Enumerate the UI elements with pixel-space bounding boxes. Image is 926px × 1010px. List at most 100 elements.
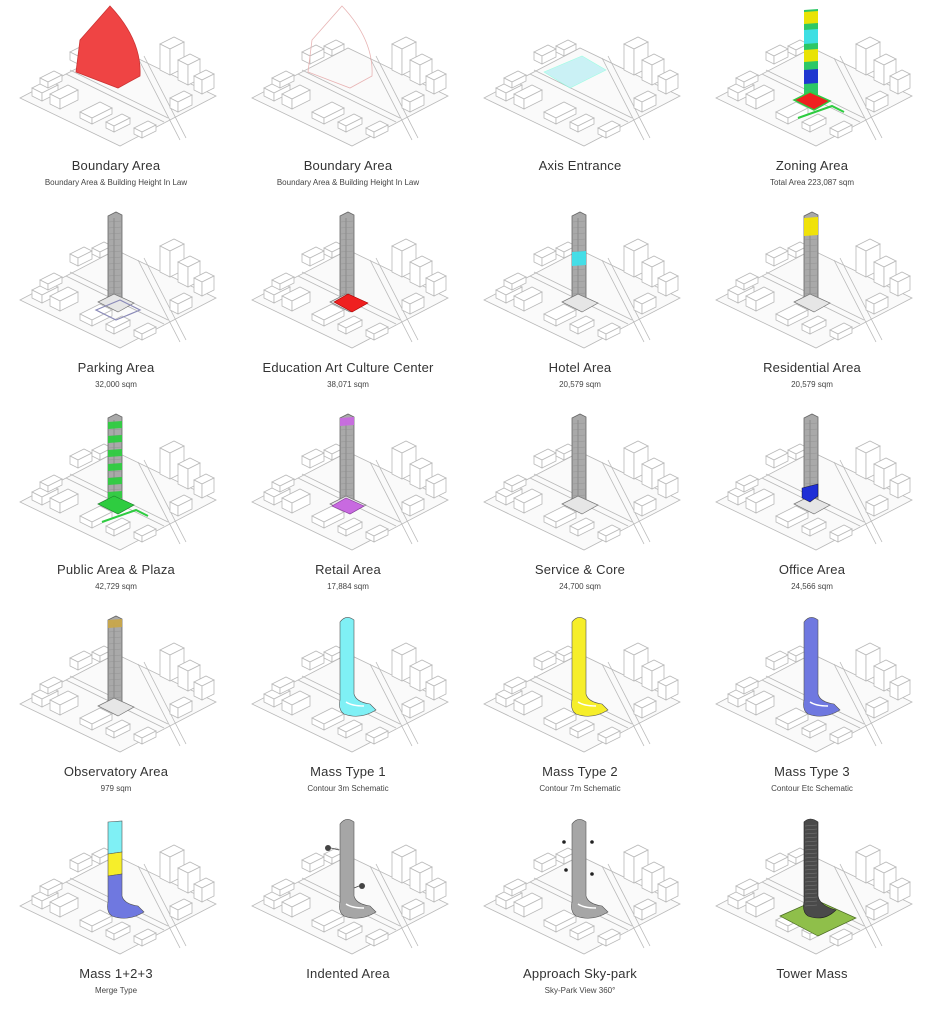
street-line (369, 57, 413, 141)
site-context (483, 642, 681, 753)
podium (97, 293, 135, 313)
block-side (159, 649, 171, 682)
tower-floor-line (571, 232, 587, 235)
tower-floor-line (339, 286, 355, 289)
block-front (511, 882, 527, 897)
podium (97, 697, 135, 717)
block-front (345, 521, 363, 537)
diagram-panel: Education Art Culture Center 38,071 sqm (232, 202, 464, 404)
block-front (755, 89, 775, 110)
block-front (837, 326, 853, 341)
street-line (369, 461, 413, 545)
diagram-panel: Residential Area 20,579 sqm (696, 202, 926, 404)
block-front (309, 452, 325, 469)
block-side (391, 851, 403, 884)
block-front (373, 730, 389, 745)
block-front (577, 925, 595, 941)
tower-floor-line (107, 274, 123, 277)
tower-shaft (571, 413, 587, 509)
panel-subtitle: Contour 3m Schematic (307, 784, 389, 793)
tower-floor-line (571, 422, 587, 425)
block-front (279, 478, 295, 493)
block-front (555, 309, 577, 327)
tower-mass-floor (804, 832, 818, 835)
block-front (743, 680, 759, 695)
block-front (897, 477, 911, 499)
tower-floor-line (803, 262, 819, 265)
tower-floor-line (339, 226, 355, 229)
tower-floor-line (571, 226, 587, 229)
isometric-diagram (19, 5, 217, 147)
panel-title: Boundary Area (71, 158, 161, 173)
tower-mass-floor (804, 868, 818, 871)
tower-floor-line (571, 494, 587, 497)
panel-subtitle: Contour Etc Schematic (771, 784, 853, 793)
block-front (323, 915, 345, 933)
tower-floor-line (107, 684, 123, 687)
block-front (523, 291, 543, 312)
isometric-diagram (483, 617, 681, 753)
block-front (873, 700, 889, 719)
diagram-panel: Hotel Area 20,579 sqm (464, 202, 696, 404)
panel-title: Observatory Area (63, 764, 169, 779)
panel-subtitle: 20,579 sqm (559, 380, 601, 389)
block-side (159, 245, 171, 278)
tower-mass-floor (804, 844, 818, 847)
tower-floor-line (107, 244, 123, 247)
block-front (409, 902, 425, 921)
street-line (375, 257, 419, 341)
block-front (773, 654, 789, 671)
block-front (897, 73, 911, 95)
isometric-diagram (715, 9, 913, 147)
block-front (433, 477, 447, 499)
street-line (143, 661, 187, 745)
tower-floor-line (339, 238, 355, 241)
isometric-diagram (19, 211, 217, 349)
tower-mass-floor (804, 856, 818, 859)
tower-floor-line (339, 292, 355, 295)
tower-floor-line (571, 452, 587, 455)
block-front (873, 94, 889, 113)
tower-mass-floor (804, 848, 818, 851)
isometric-diagram (19, 820, 217, 955)
diagram-panel: Mass Type 2 Contour 7m Schematic (464, 606, 696, 808)
block-side (623, 447, 635, 480)
block-front (409, 296, 425, 315)
block-front (511, 74, 527, 89)
block-front (433, 73, 447, 95)
site-context (19, 238, 217, 349)
block-front (743, 276, 759, 291)
tower-floor-line (803, 286, 819, 289)
mass-body (571, 819, 609, 919)
diagram-panel: Office Area 24,566 sqm (696, 404, 926, 606)
street-line (369, 663, 413, 747)
tower-floor-line (107, 458, 123, 461)
block-front (541, 48, 557, 65)
block-front (309, 250, 325, 267)
block-front (641, 498, 657, 517)
panel-title: Parking Area (77, 360, 155, 375)
tower-floor-line (803, 440, 819, 443)
diagram-panel: Axis Entrance (464, 0, 696, 202)
panel-title: Mass Type 3 (774, 764, 850, 779)
tower-floor-line (571, 464, 587, 467)
indent-marker (325, 845, 331, 851)
diagram-panel: Public Area & Plaza 42,729 sqm (0, 404, 232, 606)
diagram-panel: Approach Sky-park Sky-Park View 360° (464, 808, 696, 1010)
block-front (809, 521, 827, 537)
tower-floor-line (107, 654, 123, 657)
tower-mass-floor (804, 884, 818, 887)
mass-highlight (345, 701, 365, 707)
block-front (641, 296, 657, 315)
panel-subtitle: 42,729 sqm (95, 582, 137, 591)
block-side (623, 851, 635, 884)
mass-l-shape (803, 617, 841, 717)
block-front (787, 309, 809, 327)
tower-floor-line (107, 292, 123, 295)
mass-highlight (577, 701, 597, 707)
tower-floor-line (339, 262, 355, 265)
block-front (433, 679, 447, 701)
tower-floor-line (107, 232, 123, 235)
plaza-podium (97, 495, 135, 515)
